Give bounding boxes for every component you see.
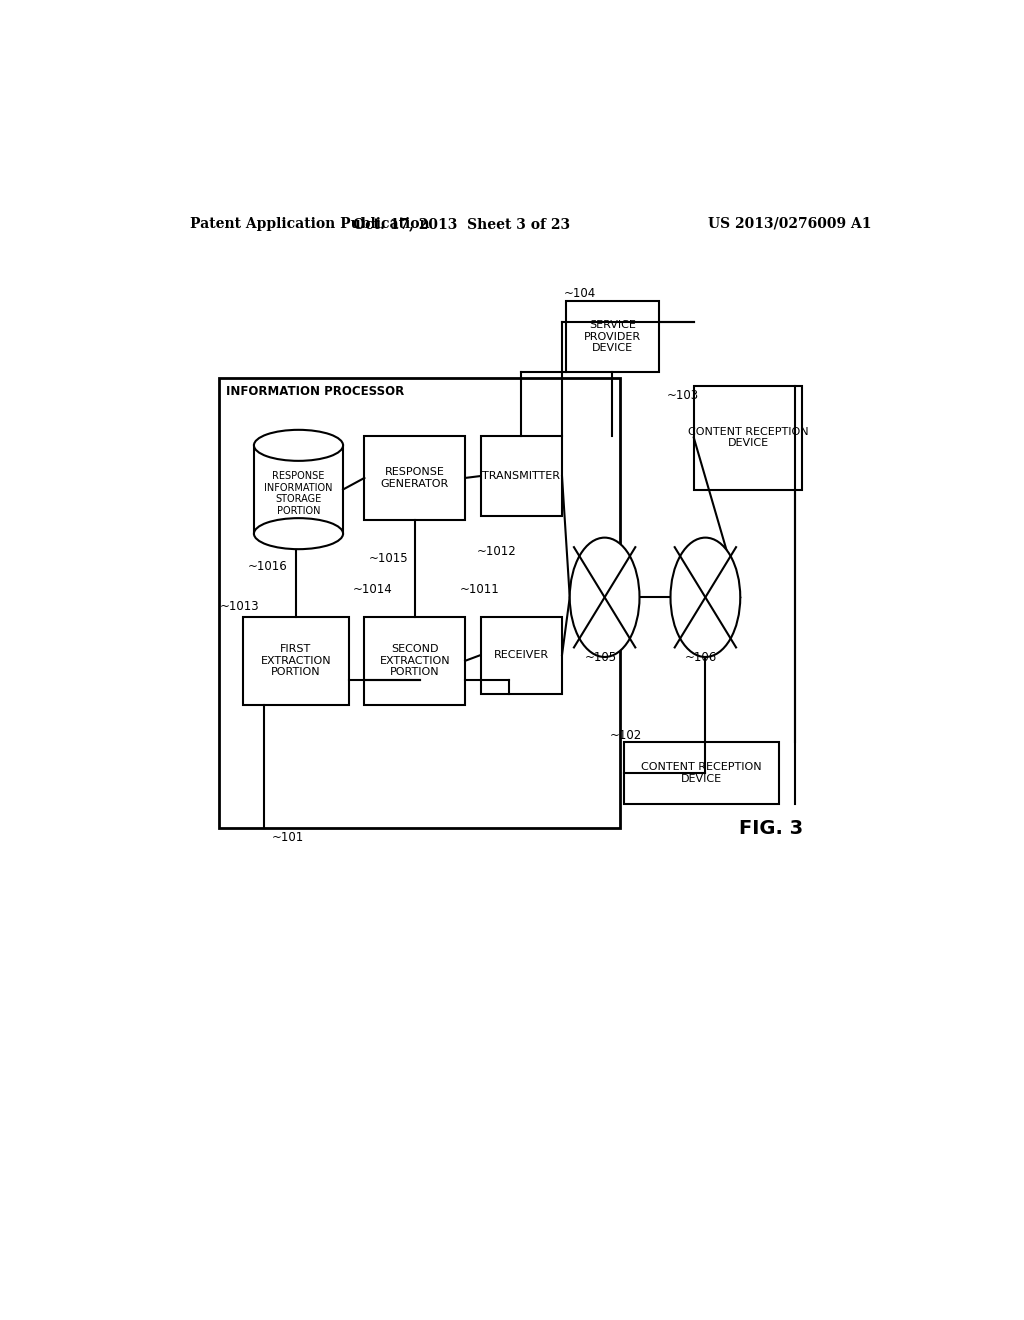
Text: Patent Application Publication: Patent Application Publication: [190, 216, 430, 231]
Ellipse shape: [671, 537, 740, 657]
Bar: [693, 385, 802, 490]
Text: TRANSMITTER: TRANSMITTER: [482, 471, 560, 480]
Text: ~1015: ~1015: [369, 552, 408, 565]
Bar: [624, 742, 779, 804]
Text: FIG. 3: FIG. 3: [739, 818, 803, 838]
Text: ~1013: ~1013: [219, 601, 259, 612]
Bar: [254, 445, 343, 533]
Bar: [480, 436, 562, 516]
Text: CONTENT RECEPTION
DEVICE: CONTENT RECEPTION DEVICE: [641, 762, 762, 784]
Bar: [365, 436, 465, 520]
Bar: [365, 616, 465, 705]
Text: ~103: ~103: [667, 389, 698, 403]
Text: ~102: ~102: [610, 730, 642, 742]
Text: SERVICE
PROVIDER
DEVICE: SERVICE PROVIDER DEVICE: [584, 319, 641, 354]
Text: ~105: ~105: [586, 651, 617, 664]
Ellipse shape: [569, 537, 640, 657]
Text: ~1012: ~1012: [477, 545, 516, 557]
Text: INFORMATION PROCESSOR: INFORMATION PROCESSOR: [225, 385, 403, 399]
Text: SECOND
EXTRACTION
PORTION: SECOND EXTRACTION PORTION: [380, 644, 451, 677]
Text: CONTENT RECEPTION
DEVICE: CONTENT RECEPTION DEVICE: [688, 426, 808, 449]
Text: ~101: ~101: [271, 832, 304, 843]
Text: ~104: ~104: [563, 286, 596, 300]
Bar: [219, 378, 621, 829]
Ellipse shape: [254, 430, 343, 461]
Text: Oct. 17, 2013  Sheet 3 of 23: Oct. 17, 2013 Sheet 3 of 23: [352, 216, 569, 231]
Text: FIRST
EXTRACTION
PORTION: FIRST EXTRACTION PORTION: [260, 644, 331, 677]
Text: ~106: ~106: [684, 651, 717, 664]
Bar: [480, 616, 562, 693]
Text: ~1014: ~1014: [352, 583, 392, 597]
Ellipse shape: [254, 519, 343, 549]
Text: ~1016: ~1016: [248, 560, 288, 573]
Bar: [566, 301, 658, 372]
Text: RESPONSE
INFORMATION
STORAGE
PORTION: RESPONSE INFORMATION STORAGE PORTION: [264, 471, 333, 516]
Bar: [243, 616, 349, 705]
Text: RECEIVER: RECEIVER: [494, 649, 549, 660]
Text: US 2013/0276009 A1: US 2013/0276009 A1: [709, 216, 872, 231]
Text: ~1011: ~1011: [460, 583, 500, 597]
Text: RESPONSE
GENERATOR: RESPONSE GENERATOR: [381, 467, 449, 488]
